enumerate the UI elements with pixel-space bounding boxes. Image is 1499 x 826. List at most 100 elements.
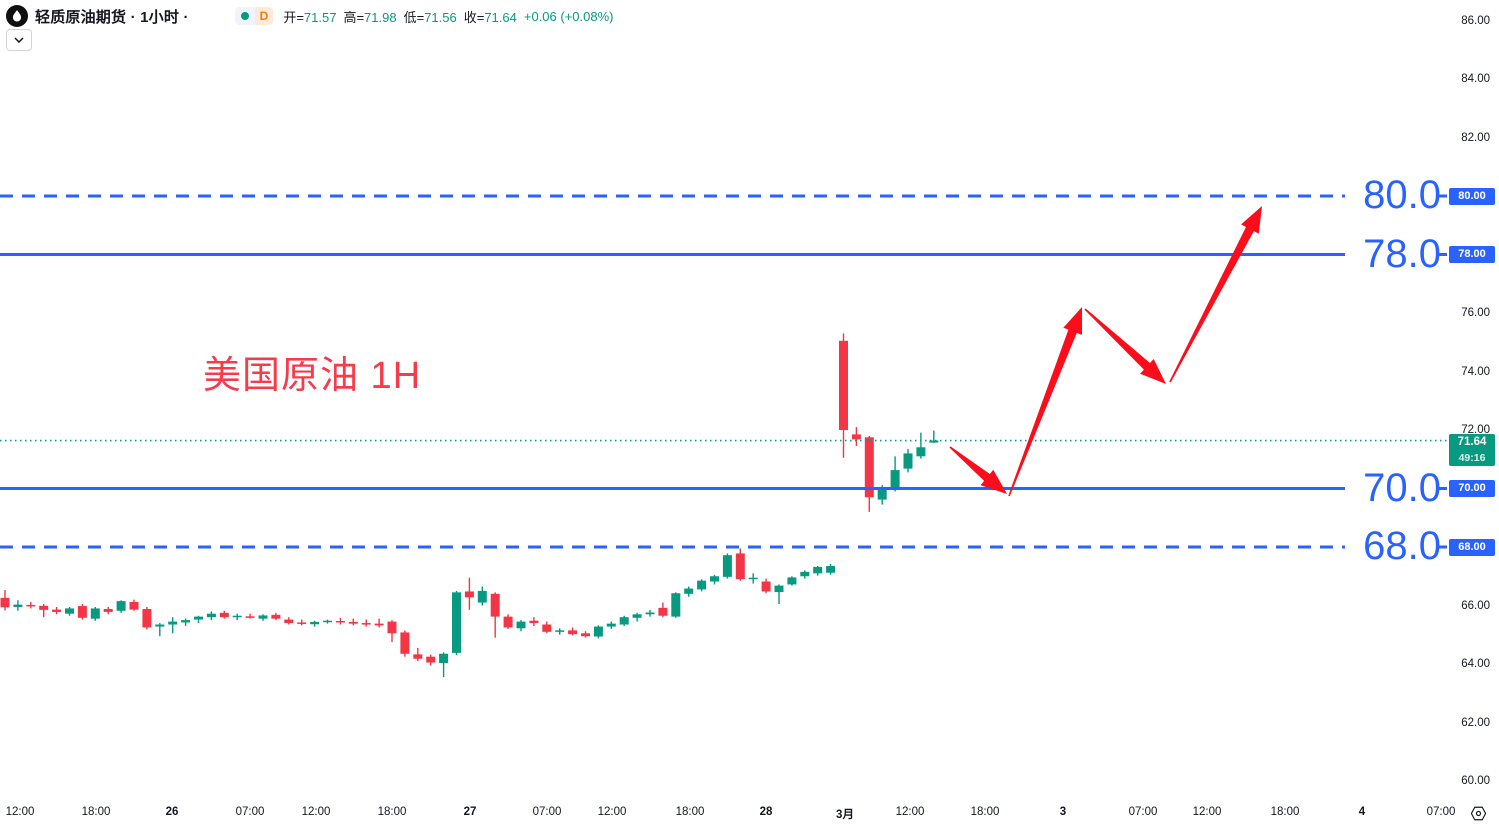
time-tick-12:00: 12:00 [5,806,35,818]
price-tick-82: 82.00 [1461,131,1490,144]
time-scale[interactable]: 12:00 18:00 26 07:00 12:00 18:00 27 07:00 12:00 1… [0,800,1499,826]
candle [206,611,216,621]
close-field: 收=71.64 [463,9,517,25]
candle [361,619,371,627]
low-field: 低=71.56 [403,9,457,25]
candle [800,570,810,579]
ohlc-readout: 开=71.57 高=71.98 低=71.56 收=71.64 +0.06 (+… [283,7,613,26]
candle [555,628,565,635]
price-tick-76: 76.00 [1461,307,1490,319]
candle [77,604,87,620]
change-value: +0.06 (+0.08%) [523,8,614,24]
candle [374,618,384,628]
price-tick-86: 86.00 [1461,14,1490,27]
price-tick-72: 72.00 [1461,424,1490,436]
candle [568,627,578,636]
price-badge-70: 70.00 [1449,480,1495,497]
candle [929,430,939,443]
candle [426,654,436,666]
candle [813,566,823,576]
market-status-pill[interactable]: D [234,7,274,25]
candle [400,630,410,657]
candle [890,456,900,492]
candle [864,435,874,512]
price-tick-60: 60.00 [1461,775,1490,787]
candle [387,620,397,643]
axis-settings-button[interactable] [1465,804,1491,822]
candle [0,589,10,611]
candle [516,620,526,632]
candle [490,592,500,638]
price-badge-80: 80.00 [1449,187,1495,205]
candle [155,623,165,637]
projection-arrow-3[interactable] [1084,308,1167,384]
time-tick-18:00: 18:00 [970,806,1000,818]
candle [168,617,178,634]
candle [839,333,848,458]
open-field: 开=71.57 [283,9,337,25]
candle [903,449,913,473]
candle [529,617,539,626]
candle [503,614,513,629]
low-value: 71.56 [424,9,457,25]
projection-arrow-2[interactable] [1008,307,1082,497]
oil-drop-logo-icon [6,5,28,27]
time-tick-12:00: 12:00 [301,806,331,818]
time-tick-18:00: 18:00 [81,806,111,818]
candle [310,620,320,627]
time-tick-07:00: 07:00 [1426,806,1456,818]
gear-icon [1470,806,1486,820]
watermark-text-drawing[interactable]: 美国原油 1H [203,355,422,397]
price-tick-62: 62.00 [1461,716,1490,729]
level-text-80[interactable]: 80.0 [1363,173,1441,217]
time-tick-07:00: 07:00 [532,806,562,818]
candle [632,612,642,622]
chevron-down-icon [14,37,24,43]
candle [671,592,681,618]
time-tick-26: 26 [165,806,179,818]
candle [103,606,113,615]
candle [13,600,23,611]
candle [439,652,449,678]
close-value: 71.64 [484,9,517,25]
candle [116,600,126,613]
candle [581,631,590,638]
delayed-data-badge[interactable]: D [254,7,274,25]
candle [297,619,307,626]
candle [593,625,603,639]
time-tick-4: 4 [1358,806,1366,818]
time-tick-27: 27 [463,806,477,818]
bar-countdown: 49:16 [1458,451,1486,464]
symbol-title[interactable]: 轻质原油期货 · 1小时 · [35,8,189,26]
candle [413,647,423,662]
projection-arrow-4[interactable] [1169,206,1262,383]
level-text-70[interactable]: 70.0 [1363,465,1441,510]
symbol-header[interactable]: 轻质原油期货 · 1小时 · D 开=71.57 高=71.98 低=71.56… [6,4,614,28]
candle [826,563,836,575]
time-tick-3: 3 [1059,806,1067,818]
candle [52,606,62,615]
candle [232,613,242,621]
price-scale[interactable]: 86.00 84.00 82.00 76.00 74.00 72.00 66.00 64.00… [1447,0,1499,800]
candle [245,613,255,619]
time-tick-18:00: 18:00 [1270,806,1300,818]
time-tick-18:00: 18:00 [675,806,705,818]
candle [452,590,461,656]
time-tick-3月: 3月 [836,809,854,821]
projection-arrow-1[interactable] [949,446,1008,494]
candle [258,614,268,621]
candle [748,573,758,584]
level-text-68[interactable]: 68.0 [1363,524,1441,568]
candle [323,619,332,624]
candle [26,601,36,609]
high-field: 高=71.98 [343,9,397,25]
expand-header-button[interactable] [6,29,32,51]
candle [542,621,552,634]
candle [39,604,49,618]
candle [464,577,474,610]
candle [65,606,74,616]
level-text-78[interactable]: 78.0 [1363,231,1441,276]
candle [916,432,926,459]
